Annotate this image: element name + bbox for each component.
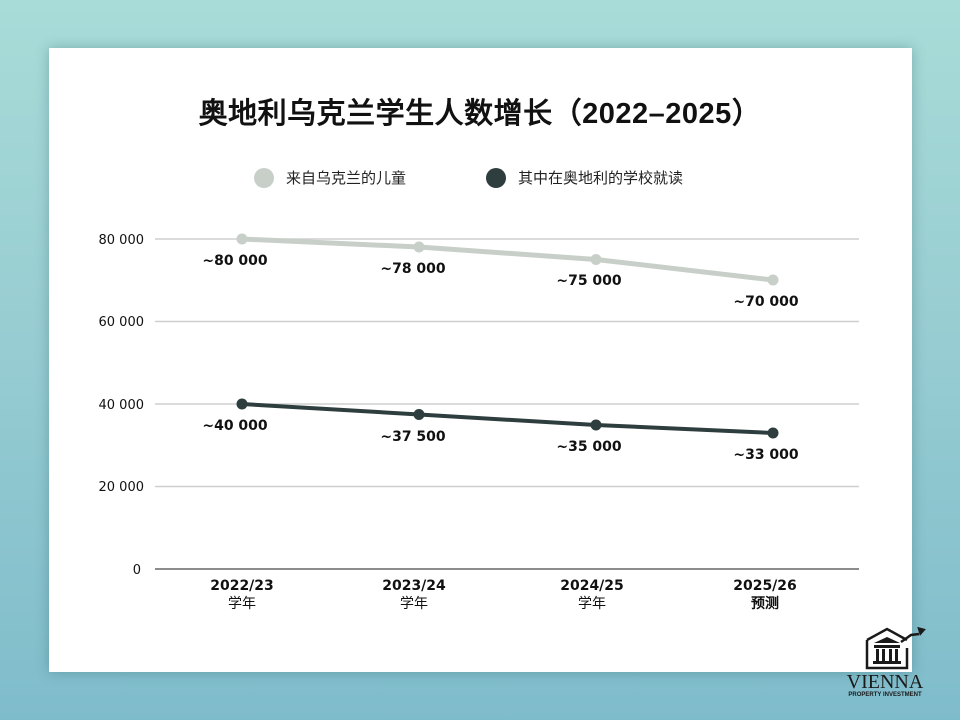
data-point [590,419,602,431]
x-label-year: 2024/25 [560,578,624,594]
y-tick: 40 000 [99,398,145,413]
data-point [767,427,779,439]
x-label: 2024/25 学年 [532,577,652,613]
y-tick: 60 000 [99,315,145,330]
series-in-school: ~40 000 ~37 500 ~35 000 ~33 000 [202,398,799,463]
logo-subtitle: PROPERTY INVESTMENT [848,692,922,698]
legend-dot-dark-icon [486,167,506,188]
x-label: 2022/23 学年 [182,577,302,613]
y-tick: 0 [133,563,141,578]
legend: 来自乌克兰的儿童 其中在奥地利的学校就读 [0,167,960,191]
data-point [767,274,779,286]
chart-card [49,48,912,672]
x-label: 2025/26 预测 [705,577,825,613]
building-growth-logo-icon [865,626,926,670]
legend-item-children: 来自乌克兰的儿童 [254,167,406,188]
data-label: ~75 000 [556,273,622,289]
data-point [413,241,425,253]
data-point [590,254,602,265]
series-children: ~80 000 ~78 000 ~75 000 ~70 000 [202,233,799,310]
data-label: ~40 000 [202,418,268,434]
logo-name: VIENNA [846,671,924,693]
legend-label: 其中在奥地利的学校就读 [518,169,684,187]
chart-title: 奥地利乌克兰学生人数增长（2022–2025） [198,98,762,130]
y-tick: 80 000 [99,233,145,248]
data-label: ~80 000 [202,253,268,269]
x-label-sub: 预测 [751,596,779,612]
y-tick: 20 000 [99,480,145,495]
data-label: ~78 000 [380,261,446,277]
legend-label: 来自乌克兰的儿童 [286,169,407,187]
legend-dot-light-icon [254,167,274,188]
y-axis: 80 000 60 000 40 000 20 000 0 [99,233,145,578]
x-label-year: 2023/24 [382,578,446,594]
x-label-year: 2025/26 [733,578,797,594]
data-point [413,409,425,420]
data-point [236,233,248,245]
x-label-sub: 学年 [228,596,256,612]
x-label-sub: 学年 [578,596,606,612]
data-point [236,398,248,410]
legend-item-in-school: 其中在奥地利的学校就读 [486,167,683,188]
x-label: 2023/24 学年 [354,577,474,613]
x-label-year: 2022/23 [210,578,274,594]
data-label: ~33 000 [733,447,799,463]
data-label: ~35 000 [556,439,622,455]
data-label: ~37 500 [380,429,446,445]
data-label: ~70 000 [733,294,799,310]
x-label-sub: 学年 [400,596,428,612]
